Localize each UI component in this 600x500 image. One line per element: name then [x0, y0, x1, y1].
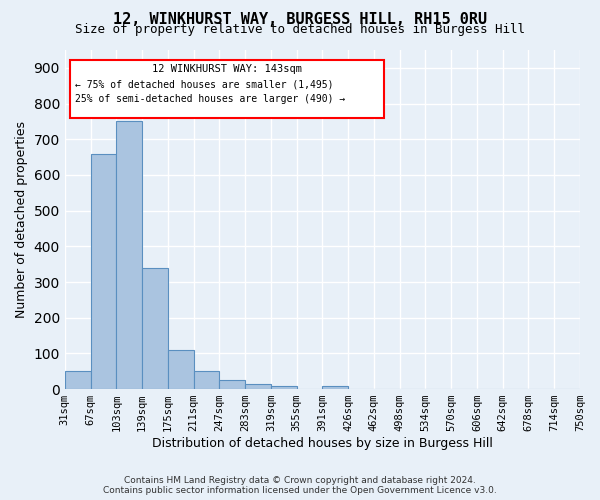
Bar: [271, 386, 296, 389]
Bar: [65, 371, 91, 389]
Bar: [116, 122, 142, 389]
FancyBboxPatch shape: [70, 60, 384, 118]
Bar: [91, 154, 116, 389]
Text: Size of property relative to detached houses in Burgess Hill: Size of property relative to detached ho…: [75, 22, 525, 36]
Text: 12 WINKHURST WAY: 143sqm: 12 WINKHURST WAY: 143sqm: [152, 64, 302, 74]
Text: 12, WINKHURST WAY, BURGESS HILL, RH15 0RU: 12, WINKHURST WAY, BURGESS HILL, RH15 0R…: [113, 12, 487, 28]
Bar: [245, 384, 271, 389]
Text: 25% of semi-detached houses are larger (490) →: 25% of semi-detached houses are larger (…: [75, 94, 346, 104]
Y-axis label: Number of detached properties: Number of detached properties: [15, 121, 28, 318]
Bar: [142, 268, 168, 389]
Bar: [168, 350, 194, 389]
Text: Contains HM Land Registry data © Crown copyright and database right 2024.
Contai: Contains HM Land Registry data © Crown c…: [103, 476, 497, 495]
Text: ← 75% of detached houses are smaller (1,495): ← 75% of detached houses are smaller (1,…: [75, 80, 334, 90]
Bar: [220, 380, 245, 389]
Bar: [322, 386, 348, 389]
X-axis label: Distribution of detached houses by size in Burgess Hill: Distribution of detached houses by size …: [152, 437, 493, 450]
Bar: [194, 371, 220, 389]
